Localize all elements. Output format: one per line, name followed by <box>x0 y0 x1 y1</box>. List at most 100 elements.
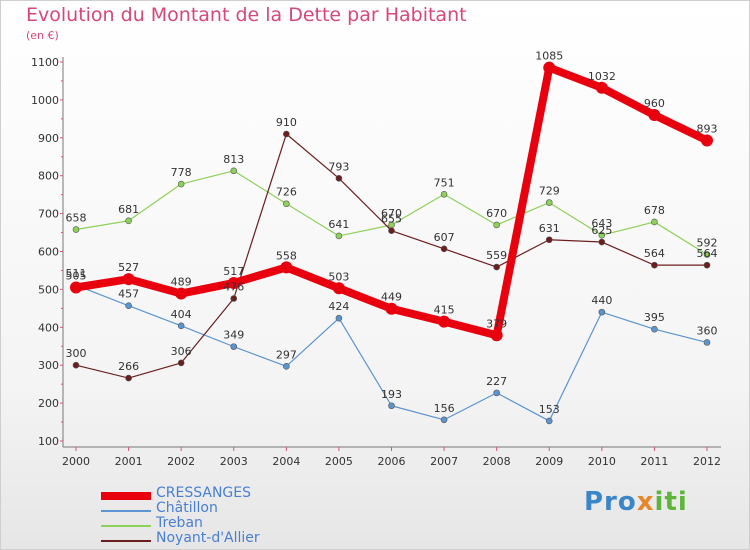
data-point <box>72 361 80 369</box>
x-tick-label: 2008 <box>483 455 511 468</box>
data-point <box>70 281 82 294</box>
data-label: 813 <box>223 153 244 166</box>
data-point <box>598 231 606 239</box>
y-tick-label: 1100 <box>31 56 59 69</box>
data-label: 349 <box>223 329 244 342</box>
data-point <box>438 315 451 328</box>
data-point <box>125 302 132 309</box>
data-label: 193 <box>381 388 402 401</box>
data-point <box>493 389 500 397</box>
data-point <box>385 302 398 315</box>
data-label: 306 <box>171 345 192 358</box>
data-label: 511 <box>66 267 87 280</box>
data-label: 457 <box>118 288 139 301</box>
data-point <box>651 218 658 226</box>
data-label: 360 <box>697 324 718 337</box>
data-label: 476 <box>223 280 244 293</box>
data-point <box>175 287 188 300</box>
chart-subtitle: (en €) <box>26 29 59 42</box>
logo-part-3: iti <box>654 487 688 517</box>
data-label: 910 <box>276 116 297 129</box>
data-label: 404 <box>171 308 192 321</box>
data-label: 893 <box>697 122 718 135</box>
data-label: 670 <box>381 207 402 220</box>
data-label: 607 <box>434 231 455 244</box>
data-point <box>125 374 132 382</box>
data-point <box>703 261 711 269</box>
data-label: 489 <box>171 276 192 289</box>
y-tick-label: 800 <box>38 170 59 183</box>
data-point <box>651 325 658 333</box>
data-point <box>230 167 238 175</box>
data-label: 564 <box>644 247 665 260</box>
data-label: 424 <box>328 300 349 313</box>
legend-label: Châtillon <box>156 500 218 516</box>
legend-swatch <box>101 492 151 500</box>
data-label: 641 <box>328 218 349 231</box>
data-point <box>651 261 658 269</box>
data-point <box>545 417 553 425</box>
data-label: 658 <box>66 212 87 225</box>
data-point <box>230 343 238 350</box>
data-label: 503 <box>328 270 349 283</box>
legend-swatch <box>101 540 151 542</box>
data-label: 1032 <box>588 70 616 83</box>
data-point <box>545 236 553 244</box>
data-point <box>703 339 711 346</box>
legend-label: Noyant-d'Allier <box>156 530 260 546</box>
logo-part-2: x <box>636 487 655 517</box>
data-point <box>280 261 293 274</box>
y-tick-label: 400 <box>38 321 59 334</box>
y-tick-label: 700 <box>38 208 59 221</box>
data-point <box>177 322 185 330</box>
data-point <box>335 314 343 322</box>
data-label: 415 <box>434 304 455 317</box>
x-tick-label: 2005 <box>325 455 353 468</box>
data-point <box>227 276 240 289</box>
data-label: 559 <box>486 249 507 262</box>
data-label: 625 <box>591 224 612 237</box>
data-label: 266 <box>118 360 139 373</box>
x-tick-label: 2000 <box>62 455 90 468</box>
data-label: 1085 <box>535 50 563 63</box>
data-label: 793 <box>328 160 349 173</box>
data-point <box>701 134 713 147</box>
data-point <box>72 226 80 233</box>
data-label: 670 <box>486 207 507 220</box>
data-label: 440 <box>591 294 612 307</box>
data-point <box>598 308 606 316</box>
y-tick-label: 200 <box>38 397 59 410</box>
y-tick-label: 900 <box>38 132 59 145</box>
logo-part-1: Pro <box>584 487 637 517</box>
x-tick-label: 2009 <box>535 455 563 468</box>
data-label: 449 <box>381 291 402 304</box>
chart-title: Evolution du Montant de la Dette par Hab… <box>26 4 467 26</box>
data-label: 395 <box>644 311 665 324</box>
x-tick-label: 2001 <box>115 455 143 468</box>
data-point <box>230 295 238 302</box>
legend-swatch <box>101 510 151 512</box>
data-label: 558 <box>276 249 297 262</box>
data-point <box>335 232 343 240</box>
data-point <box>440 416 448 424</box>
data-label: 729 <box>539 185 560 198</box>
data-point <box>177 359 185 367</box>
data-point <box>440 190 448 198</box>
x-tick-label: 2003 <box>220 455 248 468</box>
data-label: 564 <box>697 247 718 260</box>
data-point <box>703 251 711 258</box>
data-label: 527 <box>118 261 139 274</box>
data-label: 655 <box>381 213 402 226</box>
data-label: 678 <box>644 204 665 217</box>
data-label: 751 <box>434 176 455 189</box>
data-label: 643 <box>591 217 612 230</box>
data-point <box>283 130 290 138</box>
legend-swatch <box>101 525 151 527</box>
data-point <box>125 217 132 225</box>
data-point <box>440 245 448 253</box>
data-point <box>598 238 606 246</box>
data-point <box>545 199 553 206</box>
data-point <box>283 200 290 208</box>
